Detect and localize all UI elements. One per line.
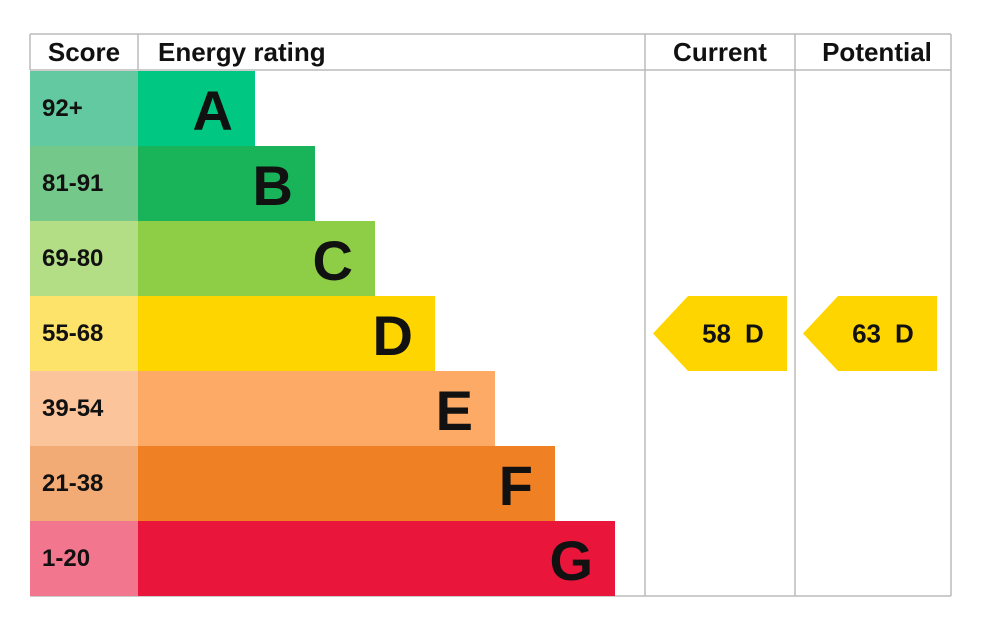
rating-bar — [138, 296, 435, 371]
header-current: Current — [673, 37, 767, 67]
current-value: 58 — [702, 319, 731, 349]
score-label: 39-54 — [42, 395, 104, 422]
score-cell — [30, 371, 138, 446]
rating-bar — [138, 146, 315, 221]
rating-bar — [138, 71, 255, 146]
score-label: 21-38 — [42, 470, 103, 497]
score-label: 55-68 — [42, 320, 103, 347]
rating-bar — [138, 446, 555, 521]
score-label: 1-20 — [42, 545, 90, 572]
header-score: Score — [48, 37, 120, 67]
header-rating: Energy rating — [158, 37, 326, 67]
rating-letter: C — [313, 229, 353, 292]
score-cell — [30, 221, 138, 296]
score-cell — [30, 296, 138, 371]
current-arrow — [653, 296, 787, 371]
rating-bar — [138, 221, 375, 296]
score-label: 81-91 — [42, 170, 103, 197]
score-cell — [30, 446, 138, 521]
score-cell — [30, 521, 138, 596]
potential-value: 63 — [852, 319, 881, 349]
rating-letter: D — [373, 304, 413, 367]
header-potential: Potential — [822, 37, 932, 67]
score-cell — [30, 146, 138, 221]
score-cell — [30, 71, 138, 146]
potential-letter: D — [895, 319, 914, 349]
score-label: 92+ — [42, 95, 83, 122]
score-label: 69-80 — [42, 245, 103, 272]
current-letter: D — [745, 319, 764, 349]
rating-letter: E — [436, 379, 473, 442]
rating-letter: G — [549, 529, 593, 592]
rating-letter: A — [193, 79, 233, 142]
rating-bar — [138, 521, 615, 596]
rating-letter: F — [499, 454, 533, 517]
rating-bar — [138, 371, 495, 446]
potential-arrow — [803, 296, 937, 371]
rating-letter: B — [253, 154, 293, 217]
